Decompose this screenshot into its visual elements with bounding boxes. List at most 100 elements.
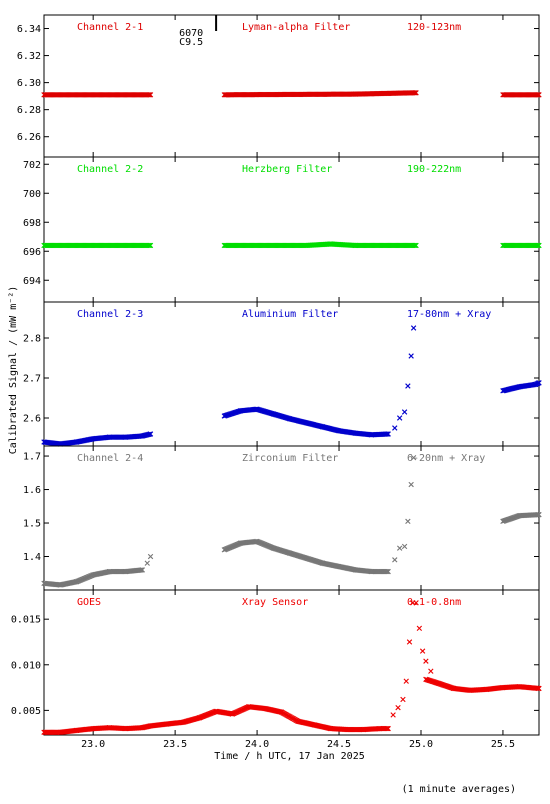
data-point <box>147 242 154 249</box>
data-point <box>536 380 542 386</box>
x-tick-label: 23.0 <box>81 739 105 750</box>
data-point <box>385 568 391 575</box>
data-point <box>405 518 411 525</box>
y-tick-label: 0.015 <box>11 615 41 626</box>
data-point <box>536 92 542 98</box>
data-point <box>413 242 419 249</box>
data-point <box>405 383 411 389</box>
y-tick-label: 0.010 <box>11 660 41 671</box>
data-point <box>144 560 150 566</box>
y-tick-label: 2.8 <box>23 334 41 345</box>
panel-band-label: 190-222nm <box>407 164 461 175</box>
y-tick-label: 0.005 <box>11 706 41 717</box>
y-tick-label: 1.4 <box>23 552 41 563</box>
data-point <box>534 242 540 249</box>
data-point <box>534 92 540 98</box>
data-point <box>145 92 152 98</box>
panel-band-label: 17-80nm + Xray <box>407 309 491 320</box>
data-point <box>146 242 153 249</box>
y-tick-label: 1.7 <box>23 452 41 463</box>
data-point <box>385 725 391 732</box>
panel-frame <box>43 445 540 591</box>
data-point <box>384 431 390 437</box>
data-point <box>413 90 419 96</box>
data-point <box>145 242 152 249</box>
x-tick-label: 25.5 <box>491 739 515 750</box>
x-tick-label: 24.5 <box>327 739 351 750</box>
flare-marker-id: 6070 <box>179 28 203 39</box>
data-point <box>536 685 542 692</box>
panel-4: 1.4 1.5 1.6 1.7 Channel 2-4 Zirconium Filter 6… <box>23 445 542 591</box>
data-point <box>534 685 541 692</box>
data-point <box>392 557 398 563</box>
data-point <box>411 90 417 96</box>
data-point <box>423 658 429 664</box>
data-point <box>408 481 414 488</box>
footnote: (1 minute averages) <box>402 784 516 795</box>
data-point <box>419 648 426 654</box>
data-point <box>147 553 154 560</box>
y-tick-label: 6.26 <box>17 132 41 143</box>
panel-frame <box>43 156 540 303</box>
data-point <box>146 431 152 438</box>
data-point <box>392 425 398 431</box>
panel-channel-label: Channel 2-4 <box>77 453 143 464</box>
panel-frame <box>43 589 540 736</box>
flare-marker-class: C9.5 <box>179 37 203 48</box>
panel-filter-label: Aluminium Filter <box>242 309 338 320</box>
panel-channel-label: Channel 2-3 <box>77 309 143 320</box>
data-point <box>413 600 419 606</box>
data-point <box>411 242 417 249</box>
data-point <box>416 625 423 631</box>
data-point <box>138 567 144 573</box>
data-point <box>428 668 434 674</box>
panel-band-label: 0.1-0.8nm <box>407 597 461 608</box>
panel-filter-label: Zirconium Filter <box>242 453 338 464</box>
x-tick-label: 24.0 <box>245 739 269 750</box>
data-point <box>396 415 403 421</box>
panel-frame <box>43 301 540 447</box>
y-tick-label: 6.32 <box>17 51 41 62</box>
data-point <box>147 431 154 437</box>
data-point <box>536 242 542 249</box>
data-point <box>146 92 153 98</box>
panel-1: 6.26 6.28 6.30 6.32 6.34 Channel 2-1 Lyman-alp… <box>17 14 542 158</box>
x-axis-label: Time / h UTC, 17 Jan 2025 <box>214 751 365 762</box>
panel-frame <box>43 14 540 158</box>
data-point <box>400 696 406 703</box>
data-point <box>395 704 401 711</box>
data-point <box>536 511 542 518</box>
data-point <box>139 567 146 573</box>
data-point <box>401 409 408 415</box>
y-tick-label: 700 <box>23 189 41 200</box>
x-tick-label: 23.5 <box>163 739 187 750</box>
data-point <box>385 431 391 437</box>
data-point <box>406 639 413 645</box>
y-tick-label: 696 <box>23 247 41 258</box>
panel-filter-label: Lyman-alpha Filter <box>242 22 350 33</box>
y-axis-label: Calibrated Signal / (mW m⁻²) <box>8 286 19 455</box>
data-point <box>408 353 414 359</box>
data-point <box>390 712 396 718</box>
panel-2: 694 696 698 700 702 Channel 2-2 Herzberg Filte… <box>23 156 542 303</box>
x-tick-label: 25.0 <box>409 739 433 750</box>
data-point <box>383 725 390 732</box>
data-point <box>535 242 541 249</box>
y-tick-label: 702 <box>23 160 41 171</box>
data-point <box>535 92 541 98</box>
panel-channel-label: GOES <box>77 597 101 608</box>
data-point <box>384 568 390 575</box>
data-point <box>410 325 417 331</box>
data-point <box>410 455 417 461</box>
data-point <box>412 90 418 96</box>
panel-channel-label: Channel 2-2 <box>77 164 143 175</box>
data-point <box>534 512 541 518</box>
data-point <box>396 545 403 551</box>
y-tick-label: 698 <box>23 218 41 229</box>
y-tick-label: 2.6 <box>23 414 41 425</box>
y-tick-label: 6.28 <box>17 105 41 116</box>
y-tick-label: 1.5 <box>23 519 41 530</box>
y-tick-label: 6.34 <box>17 24 41 35</box>
